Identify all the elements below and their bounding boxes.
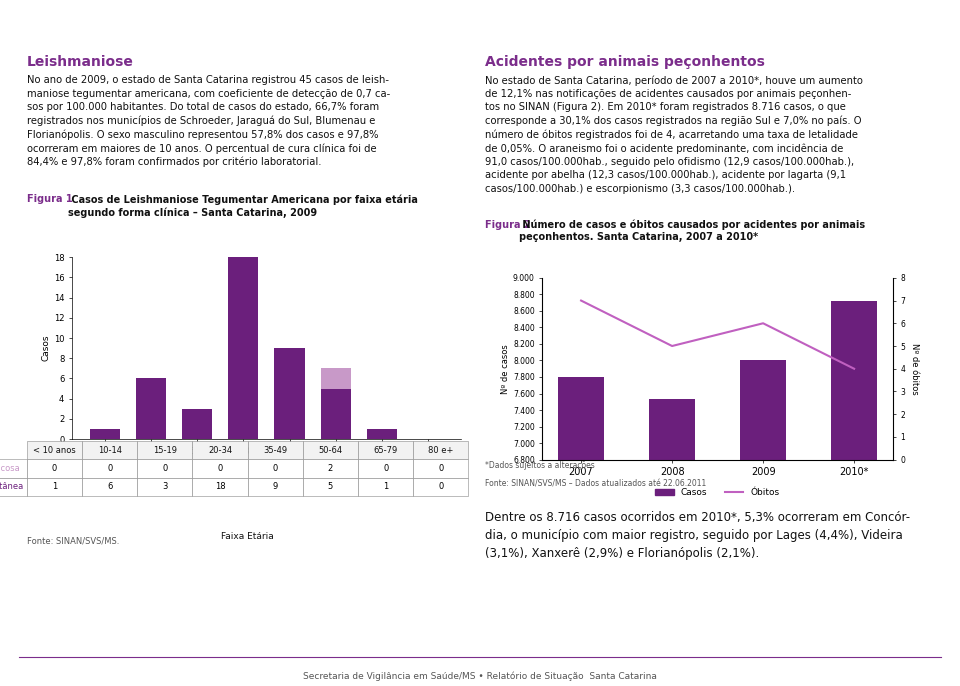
Bar [182, 409, 212, 439]
Text: 16: 16 [4, 353, 17, 364]
Text: Dentre os 8.716 casos ocorridos em 2010*, 5,3% ocorreram em Concór-
dia, o munic: Dentre os 8.716 casos ocorridos em 2010*… [485, 511, 910, 560]
Text: Figura 2: Figura 2 [485, 220, 531, 230]
Text: No estado de Santa Catarina, período de 2007 a 2010*, houve um aumento
de 12,1% : No estado de Santa Catarina, período de … [485, 75, 863, 193]
Bar [559, 377, 604, 686]
Bar [136, 379, 166, 439]
Text: Número de casos e óbitos causados por acidentes por animais
peçonhentos. Santa C: Número de casos e óbitos causados por ac… [518, 220, 865, 242]
Text: Acidentes por animais peçonhentos: Acidentes por animais peçonhentos [485, 56, 765, 69]
Text: *Dados sujeitos a alterações: *Dados sujeitos a alterações [485, 461, 594, 470]
Y-axis label: Casos: Casos [42, 335, 51, 362]
Bar [275, 348, 304, 439]
Bar [740, 360, 786, 686]
Bar [321, 368, 350, 388]
Text: Secretaria de Vigilância em Saúde/MS • Relatório de Situação  Santa Catarina: Secretaria de Vigilância em Saúde/MS • R… [303, 672, 657, 681]
Bar [649, 399, 695, 686]
Bar [831, 301, 876, 686]
Y-axis label: Nº de casos: Nº de casos [501, 344, 510, 394]
Text: Fonte: SINAN/SVS/MS – Dados atualizados até 22.06.2011: Fonte: SINAN/SVS/MS – Dados atualizados … [485, 480, 706, 488]
Text: Faixa Etária: Faixa Etária [222, 532, 274, 541]
Bar [367, 429, 396, 439]
Legend: Casos, Óbitos: Casos, Óbitos [652, 484, 783, 501]
Bar [321, 388, 350, 439]
Text: Fonte: SINAN/SVS/MS.: Fonte: SINAN/SVS/MS. [27, 537, 119, 546]
Text: Leishmaniose: Leishmaniose [27, 56, 133, 69]
Text: Casos de Leishmaniose Tegumentar Americana por faixa etária
segundo forma clínic: Casos de Leishmaniose Tegumentar America… [67, 194, 418, 217]
Text: Zoonoses: Zoonoses [21, 15, 156, 39]
Text: No ano de 2009, o estado de Santa Catarina registrou 45 casos de leish-
maniose : No ano de 2009, o estado de Santa Catari… [27, 75, 390, 167]
Text: Figura 1: Figura 1 [27, 194, 73, 204]
Bar [228, 257, 258, 439]
Bar [89, 429, 120, 439]
Y-axis label: Nº de óbitos: Nº de óbitos [910, 343, 920, 394]
